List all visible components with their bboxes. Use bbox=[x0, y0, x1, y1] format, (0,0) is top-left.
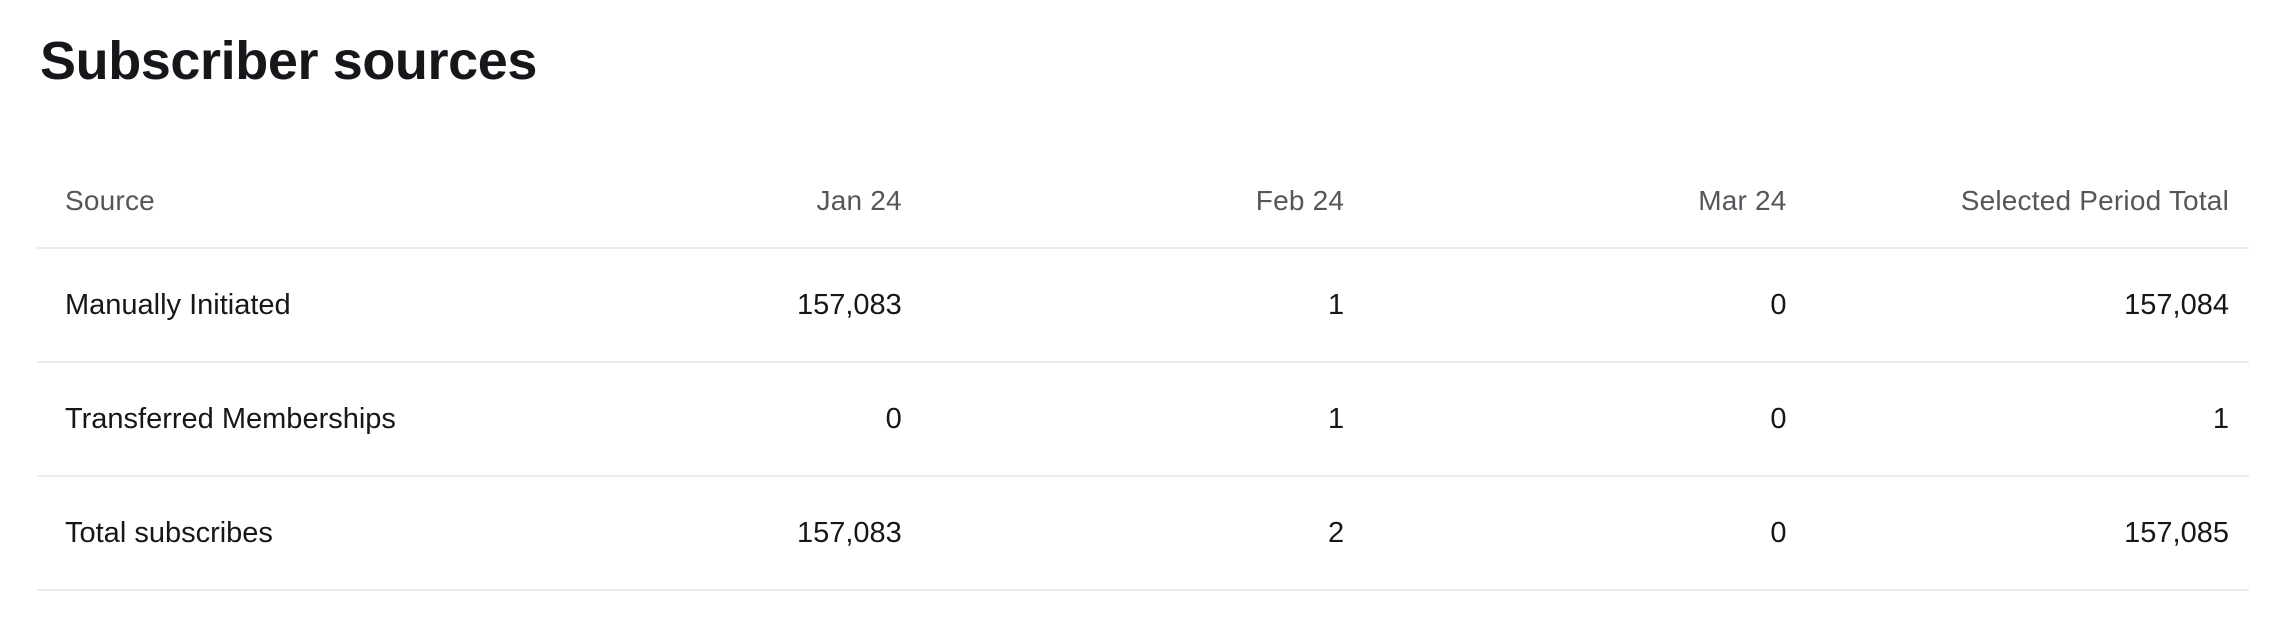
table-header-row: Source Jan 24 Feb 24 Mar 24 Selected Per… bbox=[37, 155, 2249, 249]
column-header-jan-24: Jan 24 bbox=[479, 155, 922, 249]
cell-value: 0 bbox=[1364, 248, 1807, 363]
cell-value: 157,083 bbox=[479, 476, 922, 591]
cell-value: 1 bbox=[921, 362, 1365, 477]
row-label: Total subscribes bbox=[37, 476, 480, 591]
column-header-mar-24: Mar 24 bbox=[1364, 155, 1807, 249]
cell-value: 157,083 bbox=[479, 248, 922, 363]
cell-value: 157,084 bbox=[1806, 248, 2249, 363]
cell-value: 0 bbox=[1364, 476, 1807, 591]
column-header-feb-24: Feb 24 bbox=[921, 155, 1365, 249]
column-header-selected-period-total: Selected Period Total bbox=[1806, 155, 2249, 249]
cell-value: 2 bbox=[921, 476, 1365, 591]
column-header-source: Source bbox=[37, 155, 480, 249]
table-row-total-subscribes: Total subscribes 157,083 2 0 157,085 bbox=[37, 476, 2249, 591]
row-label: Transferred Memberships bbox=[37, 362, 480, 477]
page-title: Subscriber sources bbox=[40, 31, 538, 91]
cell-value: 1 bbox=[921, 248, 1365, 363]
row-label: Manually Initiated bbox=[37, 248, 480, 363]
subscriber-sources-table: Source Jan 24 Feb 24 Mar 24 Selected Per… bbox=[37, 155, 2249, 591]
cell-value: 1 bbox=[1806, 362, 2249, 477]
table-row-transferred-memberships: Transferred Memberships 0 1 0 1 bbox=[37, 362, 2249, 477]
cell-value: 0 bbox=[479, 362, 922, 477]
cell-value: 0 bbox=[1364, 362, 1807, 477]
table-row-manually-initiated: Manually Initiated 157,083 1 0 157,084 bbox=[37, 248, 2249, 363]
cell-value: 157,085 bbox=[1806, 476, 2249, 591]
